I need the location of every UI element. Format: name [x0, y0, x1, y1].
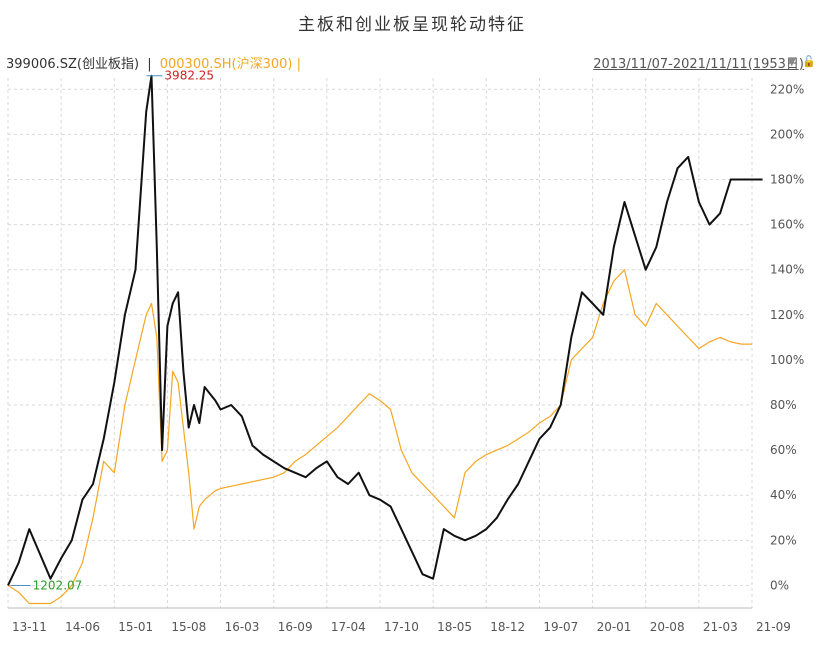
series-header: 399006.SZ(创业板指) | 000300.SH(沪深300) |: [6, 53, 301, 72]
dropdown-triangle-icon[interactable]: ▼: [787, 55, 796, 68]
x-tick-label: 18-12: [490, 620, 525, 634]
y-tick-label: 0%: [770, 578, 789, 592]
y-tick-label: 200%: [770, 127, 804, 141]
x-tick-label: 17-10: [384, 620, 419, 634]
x-tick-label: 20-08: [650, 620, 685, 634]
y-tick-label: 140%: [770, 263, 804, 277]
y-tick-label: 220%: [770, 82, 804, 96]
low-value-label: 1202.07: [33, 578, 83, 592]
y-tick-label: 40%: [770, 488, 797, 502]
y-tick-label: 120%: [770, 308, 804, 322]
x-tick-label: 14-06: [65, 620, 100, 634]
x-tick-label: 17-04: [331, 620, 366, 634]
x-tick-label: 18-05: [437, 620, 472, 634]
compare-series-label[interactable]: 000300.SH(沪深300): [159, 57, 293, 72]
x-tick-label: 21-03: [703, 620, 738, 634]
x-tick-label: 15-08: [171, 620, 206, 634]
date-range-selector[interactable]: 2013/11/07-2021/11/11(1953日): [593, 57, 804, 72]
compare-series-line: [7, 269, 752, 605]
chart-title: 主板和创业板呈现轮动特征: [298, 15, 526, 35]
y-tick-label: 180%: [770, 172, 804, 186]
header-separator: |: [147, 57, 152, 72]
x-tick-label: 21-09: [756, 620, 791, 634]
y-tick-label: 160%: [770, 218, 804, 232]
lock-icon[interactable]: 🔓: [802, 55, 816, 68]
y-tick-label: 20%: [770, 533, 797, 547]
y-tick-label: 100%: [770, 353, 804, 367]
x-tick-label: 20-01: [597, 620, 632, 634]
x-tick-label: 15-01: [118, 620, 153, 634]
main-series-label[interactable]: 399006.SZ(创业板指): [6, 57, 140, 72]
x-tick-label: 19-07: [543, 620, 578, 634]
y-tick-label: 60%: [770, 443, 797, 457]
x-tick-label: 13-11: [12, 620, 47, 634]
main-series-line: [7, 74, 763, 586]
x-tick-label: 16-03: [225, 620, 260, 634]
y-tick-label: 80%: [770, 398, 797, 412]
high-value-label: 3982.25: [164, 69, 214, 83]
header-separator-2: |: [296, 57, 302, 72]
x-tick-label: 16-09: [278, 620, 313, 634]
